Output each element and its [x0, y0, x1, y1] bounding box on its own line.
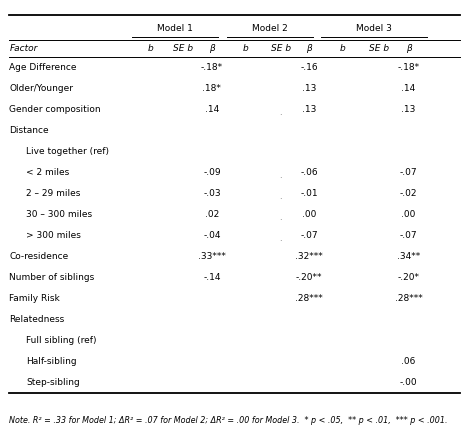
Text: β: β	[406, 44, 411, 53]
Text: Age Difference: Age Difference	[9, 63, 77, 71]
Text: .06: .06	[401, 357, 416, 365]
Text: -.06: -.06	[300, 168, 318, 177]
Text: .28***: .28***	[295, 294, 323, 303]
Text: .02: .02	[205, 210, 219, 219]
Text: -.16: -.16	[300, 63, 318, 71]
Text: .28***: .28***	[395, 294, 422, 303]
Text: b: b	[339, 44, 345, 53]
Text: .13: .13	[401, 105, 416, 113]
Text: 2 – 29 miles: 2 – 29 miles	[26, 189, 81, 197]
Text: Family Risk: Family Risk	[9, 294, 60, 303]
Text: Co-residence: Co-residence	[9, 252, 69, 261]
Text: .00: .00	[401, 210, 416, 219]
Text: b: b	[147, 44, 153, 53]
Text: -.09: -.09	[203, 168, 221, 177]
Text: β: β	[306, 44, 312, 53]
Text: -.18*: -.18*	[398, 63, 419, 71]
Text: -.20*: -.20*	[398, 273, 419, 281]
Text: -.07: -.07	[400, 168, 418, 177]
Text: .13: .13	[302, 84, 316, 93]
Text: -.18*: -.18*	[201, 63, 223, 71]
Text: -.01: -.01	[300, 189, 318, 197]
Text: .: .	[279, 171, 282, 180]
Text: .: .	[279, 213, 282, 222]
Text: -.04: -.04	[203, 231, 220, 239]
Text: Live together (ref): Live together (ref)	[26, 147, 109, 155]
Text: -.14: -.14	[203, 273, 220, 281]
Text: 30 – 300 miles: 30 – 300 miles	[26, 210, 92, 219]
Text: .14: .14	[401, 84, 416, 93]
Text: Distance: Distance	[9, 126, 49, 135]
Text: Half-sibling: Half-sibling	[26, 357, 77, 365]
Text: Gender composition: Gender composition	[9, 105, 101, 113]
Text: < 2 miles: < 2 miles	[26, 168, 69, 177]
Text: SE b: SE b	[369, 44, 389, 53]
Text: -.20**: -.20**	[296, 273, 322, 281]
Text: .: .	[279, 108, 282, 117]
Text: Note. R² = .33 for Model 1; ΔR² = .07 for Model 2; ΔR² = .00 for Model 3.  * p <: Note. R² = .33 for Model 1; ΔR² = .07 fo…	[9, 416, 448, 424]
Text: .13: .13	[302, 105, 316, 113]
Text: Model 2: Model 2	[252, 24, 288, 32]
Text: .34**: .34**	[397, 252, 420, 261]
Text: .33***: .33***	[198, 252, 226, 261]
Text: Model 1: Model 1	[157, 24, 193, 32]
Text: Step-sibling: Step-sibling	[26, 378, 80, 387]
Text: SE b: SE b	[173, 44, 193, 53]
Text: Relatedness: Relatedness	[9, 315, 65, 323]
Text: .: .	[279, 234, 282, 243]
Text: -.03: -.03	[203, 189, 221, 197]
Text: Factor: Factor	[9, 44, 38, 53]
Text: -.07: -.07	[300, 231, 318, 239]
Text: b: b	[242, 44, 248, 53]
Text: Older/Younger: Older/Younger	[9, 84, 73, 93]
Text: .: .	[279, 192, 282, 201]
Text: .14: .14	[205, 105, 219, 113]
Text: Model 3: Model 3	[356, 24, 392, 32]
Text: Number of siblings: Number of siblings	[9, 273, 95, 281]
Text: Full sibling (ref): Full sibling (ref)	[26, 336, 97, 345]
Text: -.00: -.00	[400, 378, 418, 387]
Text: > 300 miles: > 300 miles	[26, 231, 81, 239]
Text: -.07: -.07	[400, 231, 418, 239]
Text: .32***: .32***	[295, 252, 323, 261]
Text: .18*: .18*	[202, 84, 221, 93]
Text: β: β	[209, 44, 215, 53]
Text: .00: .00	[302, 210, 316, 219]
Text: SE b: SE b	[271, 44, 291, 53]
Text: -.02: -.02	[400, 189, 417, 197]
